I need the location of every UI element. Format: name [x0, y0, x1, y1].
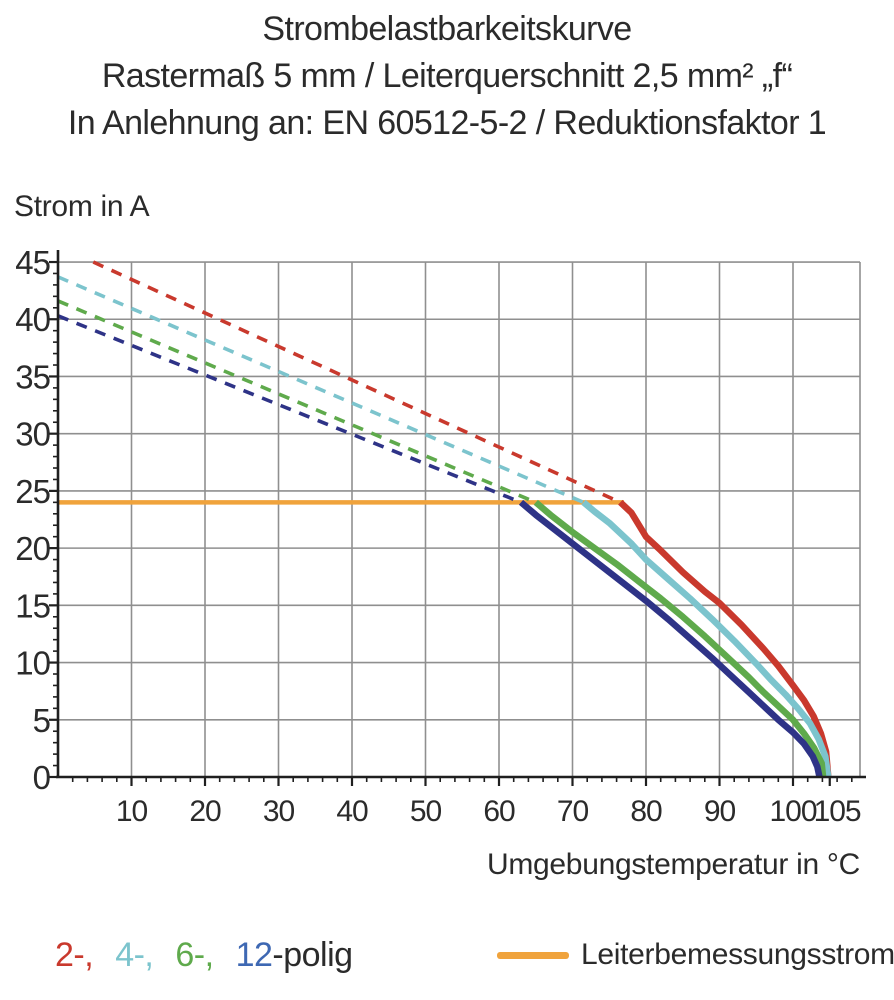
- curve-6-polig-dashed: [57, 299, 537, 505]
- legend-pole-label: 2-,: [55, 936, 94, 974]
- x-tick-label: 90: [704, 795, 736, 828]
- y-tick-label: 20: [15, 530, 50, 567]
- y-tick-label: 0: [33, 759, 51, 796]
- x-axis-title: Umgebungstemperatur in °C: [486, 848, 860, 881]
- curve-2-polig-dashed: [92, 260, 622, 504]
- x-tick-label: 10: [116, 795, 148, 828]
- y-tick-label: 45: [15, 244, 50, 281]
- x-tick-label: 105: [814, 795, 861, 828]
- y-tick-label: 15: [15, 587, 50, 624]
- rated-current-label: Leiterbemessungsstrom: [581, 938, 894, 971]
- y-tick-label: 35: [15, 358, 50, 395]
- title-line-1: Strombelastbarkeitskurve: [262, 10, 632, 48]
- legend-pole-counts: 2-, 4-, 6-, 12 -polig: [55, 936, 353, 975]
- y-tick-label: 5: [33, 702, 50, 739]
- y-tick-label: 30: [15, 416, 50, 453]
- y-axis-title: Strom in A: [14, 190, 150, 223]
- curve-2-polig-solid: [618, 499, 832, 778]
- rated-current-line-swatch: [497, 951, 569, 959]
- x-tick-label: 70: [557, 795, 589, 828]
- x-tick-label: 40: [336, 795, 368, 828]
- curve-12-polig-solid: [518, 499, 823, 778]
- x-tick-label: 30: [263, 795, 295, 828]
- legend-pole-label: 6-,: [175, 936, 214, 974]
- x-tick-label: 80: [630, 795, 662, 828]
- curve-4-polig-solid: [581, 499, 832, 778]
- legend-pole-label: 12: [235, 936, 273, 974]
- title-line-2: Rastermaß 5 mm / Leiterquerschnitt 2,5 m…: [101, 57, 793, 95]
- legend-pole-label: 4-,: [115, 936, 154, 974]
- x-tick-label: 100: [769, 795, 816, 828]
- y-tick-label: 40: [15, 301, 50, 338]
- legend-pole-suffix: -polig: [272, 936, 353, 974]
- legend-rated-current: Leiterbemessungsstrom: [497, 938, 894, 972]
- y-tick-label: 25: [15, 473, 50, 510]
- chart-title-block: Strombelastbarkeitskurve Rastermaß 5 mm …: [0, 6, 894, 147]
- curve-12-polig-dashed: [57, 314, 522, 505]
- x-tick-label: 50: [410, 795, 442, 828]
- title-line-3: In Anlehnung an: EN 60512-5-2 / Reduktio…: [67, 104, 827, 142]
- y-tick-label: 10: [15, 645, 50, 682]
- curve-4-polig-dashed: [57, 275, 585, 504]
- curve-6-polig-solid: [533, 499, 827, 778]
- x-tick-label: 60: [483, 795, 515, 828]
- x-tick-label: 20: [189, 795, 221, 828]
